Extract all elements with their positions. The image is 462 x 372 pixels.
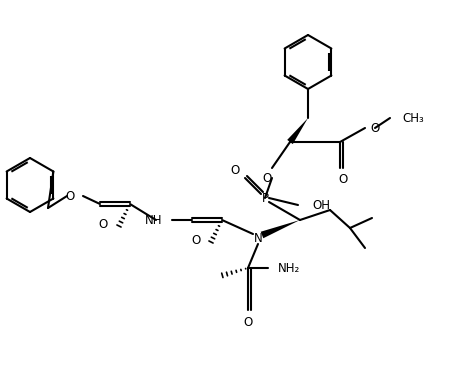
Text: O: O [231, 164, 240, 176]
Polygon shape [287, 118, 308, 144]
Text: O: O [370, 122, 379, 135]
Text: O: O [191, 234, 201, 247]
Text: P: P [261, 192, 268, 205]
Text: O: O [338, 173, 347, 186]
Text: N: N [254, 231, 262, 244]
Text: O: O [98, 218, 108, 231]
Text: CH₃: CH₃ [402, 112, 424, 125]
Text: O: O [262, 171, 272, 185]
Text: OH: OH [312, 199, 330, 212]
Text: O: O [66, 189, 75, 202]
Text: NH: NH [145, 214, 162, 227]
Polygon shape [261, 220, 300, 238]
Text: O: O [243, 315, 253, 328]
Text: NH₂: NH₂ [278, 262, 300, 275]
